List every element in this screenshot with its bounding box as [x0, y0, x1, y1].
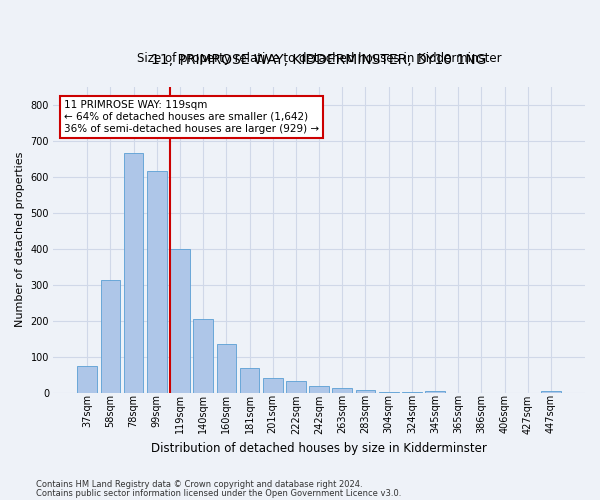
Bar [170, 250, 190, 393]
Bar [541, 390, 561, 393]
Text: 11, PRIMROSE WAY, KIDDERMINSTER, DY10 1NG: 11, PRIMROSE WAY, KIDDERMINSTER, DY10 1N… [151, 52, 487, 66]
Text: Contains public sector information licensed under the Open Government Licence v3: Contains public sector information licen… [36, 488, 401, 498]
Bar [77, 366, 97, 393]
Bar [147, 171, 167, 393]
Y-axis label: Number of detached properties: Number of detached properties [15, 152, 25, 328]
Bar [263, 378, 283, 393]
Text: 11 PRIMROSE WAY: 119sqm
← 64% of detached houses are smaller (1,642)
36% of semi: 11 PRIMROSE WAY: 119sqm ← 64% of detache… [64, 100, 319, 134]
Bar [356, 390, 376, 393]
X-axis label: Distribution of detached houses by size in Kidderminster: Distribution of detached houses by size … [151, 442, 487, 455]
Title: Size of property relative to detached houses in Kidderminster: Size of property relative to detached ho… [137, 52, 502, 64]
Bar [239, 368, 259, 393]
Bar [124, 153, 143, 393]
Bar [286, 381, 306, 393]
Text: Contains HM Land Registry data © Crown copyright and database right 2024.: Contains HM Land Registry data © Crown c… [36, 480, 362, 489]
Bar [425, 390, 445, 393]
Bar [332, 388, 352, 393]
Bar [101, 280, 120, 393]
Bar [217, 344, 236, 393]
Bar [193, 319, 213, 393]
Bar [309, 386, 329, 393]
